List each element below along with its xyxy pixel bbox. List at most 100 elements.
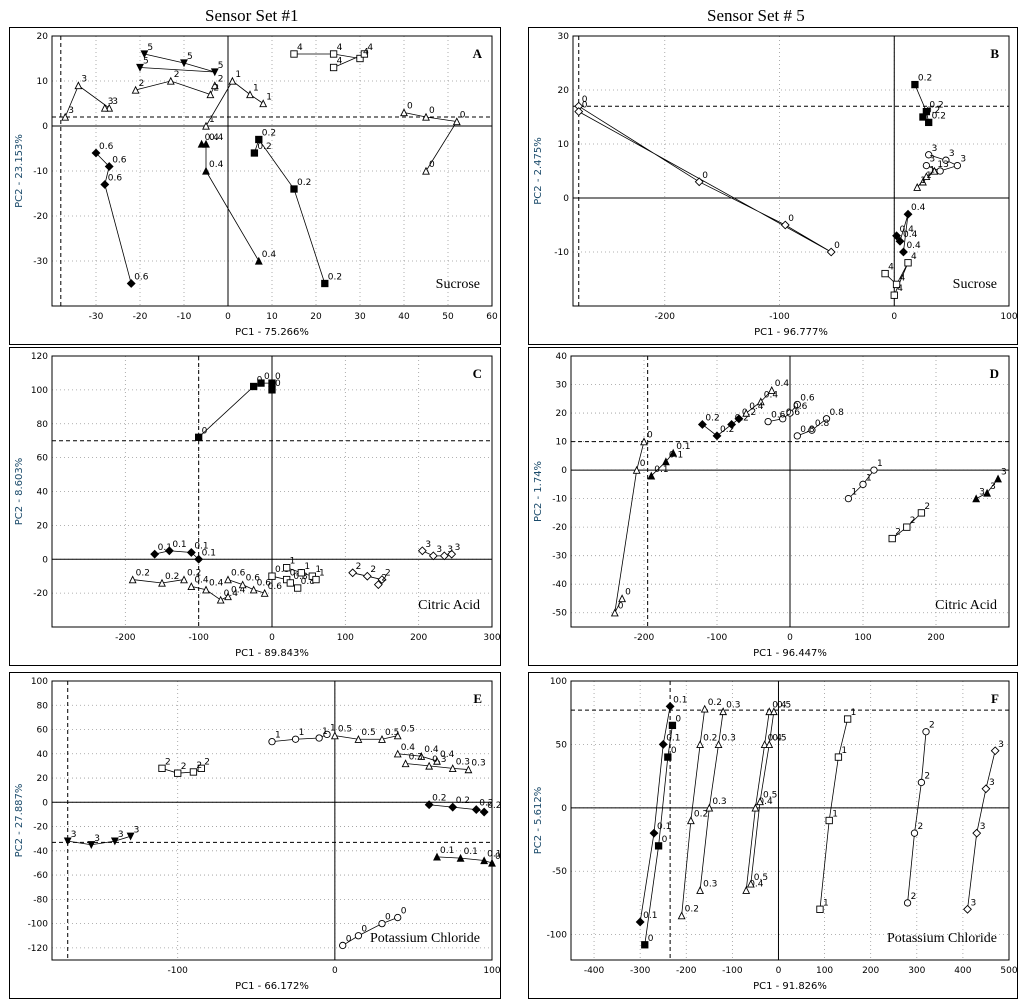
x-tick-label: -100 (707, 633, 728, 643)
point-label: 2 (370, 565, 376, 575)
point-label: 5 (218, 61, 224, 71)
point-label: 0.5 (763, 790, 777, 800)
data-point (696, 886, 705, 894)
point-label: 0.2 (187, 569, 201, 579)
data-group: 0.8 0.80.80.8 (268, 565, 315, 592)
data-point (981, 784, 991, 794)
data-point (714, 740, 723, 749)
panel-letter: F (991, 691, 999, 706)
point-label: 1 (304, 562, 310, 572)
data-point (290, 185, 298, 193)
point-label: 0.5 (772, 733, 786, 743)
data-point (793, 400, 801, 409)
data-point (780, 220, 790, 230)
point-label: 3 (81, 75, 87, 85)
point-label: 5 (187, 52, 193, 62)
x-tick-label: -30 (89, 312, 104, 322)
chart-svg-d: -200 -100 0 100 200-50-40-30-20-10010203040P… (533, 352, 1010, 659)
point-label: 0.1 (654, 465, 668, 475)
data-point (649, 828, 659, 838)
data-point (255, 135, 263, 144)
data-group: 0.40.40.40.4 (197, 133, 276, 265)
point-label: 1 (877, 459, 883, 469)
data-point (238, 580, 247, 589)
point-label: 0.1 (495, 852, 500, 862)
data-point (903, 523, 911, 531)
group-line (198, 382, 273, 438)
x-axis-label: PC1 - 89.843% (235, 648, 309, 659)
x-tick-label: 300 (483, 633, 500, 643)
y-tick-label: -50 (552, 867, 567, 877)
y-tick-label: 0 (563, 194, 569, 204)
point-label: 0 (834, 241, 840, 251)
data-point (91, 148, 101, 158)
point-label: 2 (929, 721, 935, 731)
data-point (448, 802, 458, 812)
point-label: 0.2 (932, 111, 946, 121)
data-point (254, 256, 263, 265)
point-label: 0.6 (786, 408, 801, 418)
data-group: 0.40.40.40.4 (892, 203, 926, 257)
data-point (329, 50, 338, 58)
point-label: 0.1 (172, 540, 186, 550)
data-point (360, 50, 369, 58)
point-label: 0.2 (742, 408, 756, 418)
point-label: 3 (71, 830, 77, 840)
data-point (632, 465, 641, 474)
y-tick-label: 40 (556, 352, 568, 362)
data-group: 222 (888, 502, 930, 543)
point-label: 4 (297, 43, 303, 53)
x-tick-label: -200 (634, 633, 655, 643)
point-label: 3 (112, 97, 118, 107)
panel-annotation: Citric Acid (418, 598, 480, 613)
y-tick-label: 40 (37, 488, 49, 498)
point-label: 0.1 (669, 451, 683, 461)
data-point (922, 161, 931, 170)
point-label: 3 (436, 545, 442, 555)
data-point (329, 63, 338, 72)
data-point (654, 842, 663, 850)
data-point (765, 740, 774, 749)
data-point (63, 837, 72, 846)
point-label: 1 (851, 488, 857, 498)
y-tick-label: 30 (558, 32, 570, 42)
point-label: 1 (209, 115, 215, 125)
y-tick-label: 20 (37, 32, 49, 42)
point-label: 0.2 (297, 178, 311, 188)
point-label: 3 (990, 482, 996, 492)
data-point (661, 457, 670, 466)
point-label: 0.3 (726, 700, 740, 710)
group-line (201, 143, 260, 262)
x-tick-label: 0 (225, 312, 231, 322)
point-label: 0.2 (703, 733, 717, 743)
point-label: 0 (275, 379, 281, 389)
point-label: 0.4 (758, 797, 773, 807)
point-label: 1 (823, 898, 829, 908)
point-label: 1 (832, 810, 838, 820)
point-label: 0.6 (134, 273, 149, 283)
group-line (254, 138, 326, 284)
point-label: 0 (618, 602, 624, 612)
chart-panel-a: -30 -20 -10 0 10 20 30 40 50 60 -30 -20 -10 0 10 20 PC1 … (9, 27, 501, 345)
data-point (348, 568, 358, 578)
data-point (641, 941, 649, 949)
data-point (195, 433, 203, 441)
point-label: 0.4 (911, 203, 926, 213)
point-label: 0.4 (900, 225, 915, 235)
data-point (669, 448, 678, 457)
point-label: 0.5 (338, 725, 352, 735)
point-label: 0.8 (830, 408, 845, 418)
point-label: 4 (888, 263, 894, 273)
panel-letter: C (473, 366, 482, 381)
y-axis-label: PC2 - 23.153% (14, 134, 25, 208)
data-point (180, 575, 188, 584)
data-point (433, 852, 441, 861)
data-point (312, 575, 320, 584)
point-label: 0.1 (487, 850, 500, 860)
y-tick-label: -10 (552, 495, 567, 505)
